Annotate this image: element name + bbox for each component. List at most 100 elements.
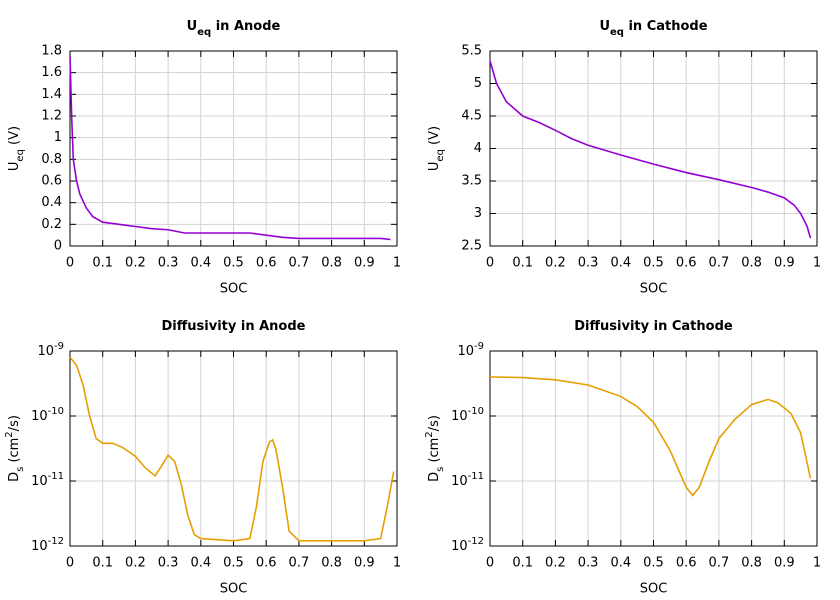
chart-title: Diffusivity in Cathode [574,319,733,334]
y-tick-label-part: -11 [468,471,484,482]
y-axis-label-part: (V) [7,126,22,149]
chart-title-part: Diffusivity in Cathode [574,319,733,334]
data-line [69,56,391,241]
x-tick-label: 0.3 [158,256,179,271]
y-tick-label-part: 10 [451,539,468,554]
x-tick-label: 0.8 [321,556,342,571]
y-tick-label-part: -11 [48,471,64,482]
x-tick-label: 0.4 [190,256,211,271]
y-tick-label: 10-10 [31,406,64,424]
y-axis-label-part: s [15,467,26,472]
y-tick-label: 1.2 [41,109,62,124]
x-tick-label: 0.3 [158,556,179,571]
y-axis-label-part: eq [15,149,26,162]
y-tick-label: 4.5 [461,109,482,124]
y-tick-label-part: 10 [31,409,48,424]
chart-title-part: in Cathode [624,19,708,34]
x-tick-label: 1 [813,256,821,271]
x-tick-label: 0.8 [741,556,762,571]
y-tick-label: 0 [54,239,62,254]
chart-title-part: eq [610,27,624,38]
y-axis-label-part: (V) [427,126,442,149]
y-axis-label: Ds (cm2/s) [424,415,446,482]
x-tick-label: 0.4 [610,556,631,571]
x-tick-label: 0.5 [223,556,244,571]
x-tick-label: 0.5 [223,256,244,271]
y-tick-label: 0.6 [41,174,62,189]
x-tick-label: 0.1 [512,256,533,271]
y-tick-label: 1.8 [41,44,62,59]
y-tick-label-part: -12 [48,536,64,547]
y-tick-label: 10-9 [37,341,64,359]
y-tick-label: 0.8 [41,152,62,167]
y-axis-label-part: (cm [427,438,442,467]
x-tick-label: 0.2 [125,256,146,271]
x-tick-label: 0.2 [545,256,566,271]
chart-title-part: eq [197,27,211,38]
chart-title: Ueq in Cathode [599,19,707,38]
y-axis-label-part: 2 [424,431,435,437]
x-tick-label: 0.1 [92,556,113,571]
y-tick-label: 1.4 [41,87,62,102]
y-tick-label: 4 [474,141,482,156]
x-tick-label: 0.5 [643,556,664,571]
y-axis-label: Ueq (V) [7,126,26,171]
x-tick-label: 0.2 [545,556,566,571]
y-tick-label: 10-11 [451,471,484,489]
data-line [69,356,395,542]
chart-title-part: Diffusivity in Anode [162,319,306,334]
y-axis-label: Ueq (V) [427,126,446,171]
y-axis-label-part: U [7,162,22,172]
x-tick-label: 1 [813,556,821,571]
y-tick-label-part: 10 [451,474,468,489]
x-tick-label: 0.9 [354,556,375,571]
y-tick-label-part: 10 [37,344,54,359]
x-tick-label: 0.9 [354,256,375,271]
chart-title-part: U [599,19,610,34]
y-tick-label-part: 10 [31,474,48,489]
x-tick-label: 0 [66,556,74,571]
y-axis-label-part: s [435,467,446,472]
y-tick-label-part: -12 [468,536,484,547]
x-axis-label: SOC [220,582,248,597]
x-tick-label: 1 [393,256,401,271]
x-tick-label: 0 [66,256,74,271]
x-tick-label: 0.2 [125,556,146,571]
x-axis-label: SOC [640,282,668,297]
y-tick-label-part: -9 [474,341,484,352]
x-tick-label: 0.3 [578,556,599,571]
plot-frame [69,50,398,247]
y-axis-label-part: eq [435,149,446,162]
x-tick-label: 0.7 [709,556,730,571]
y-tick-label: 3.5 [461,174,482,189]
x-tick-label: 0 [486,556,494,571]
x-axis-label: SOC [220,282,248,297]
chart-title: Diffusivity in Anode [162,319,306,334]
chart-title-part: U [187,19,198,34]
x-tick-label: 0.6 [256,256,277,271]
y-tick-label: 2.5 [461,239,482,254]
x-tick-label: 0.8 [321,256,342,271]
y-tick-label: 0.4 [41,195,62,210]
plot-frame [489,50,818,247]
y-axis-label-part: D [427,472,442,482]
y-tick-label: 10-10 [451,406,484,424]
y-axis-label: Ds (cm2/s) [4,415,26,482]
y-axis-label-part: U [427,162,442,172]
y-tick-label: 10-9 [457,341,484,359]
y-tick-label-part: -10 [468,406,484,417]
x-tick-label: 0.7 [709,256,730,271]
data-line [489,376,812,497]
y-axis-label-part: (cm [7,438,22,467]
y-tick-label: 10-11 [31,471,64,489]
x-tick-label: 0.4 [190,556,211,571]
y-tick-label: 10-12 [451,536,484,554]
x-tick-label: 0.3 [578,256,599,271]
x-tick-label: 0.1 [512,556,533,571]
x-tick-label: 0.8 [741,256,762,271]
x-tick-label: 0.6 [676,256,697,271]
chart-title-part: in Anode [211,19,280,34]
y-tick-label: 5 [474,76,482,91]
x-tick-label: 0.7 [289,556,310,571]
